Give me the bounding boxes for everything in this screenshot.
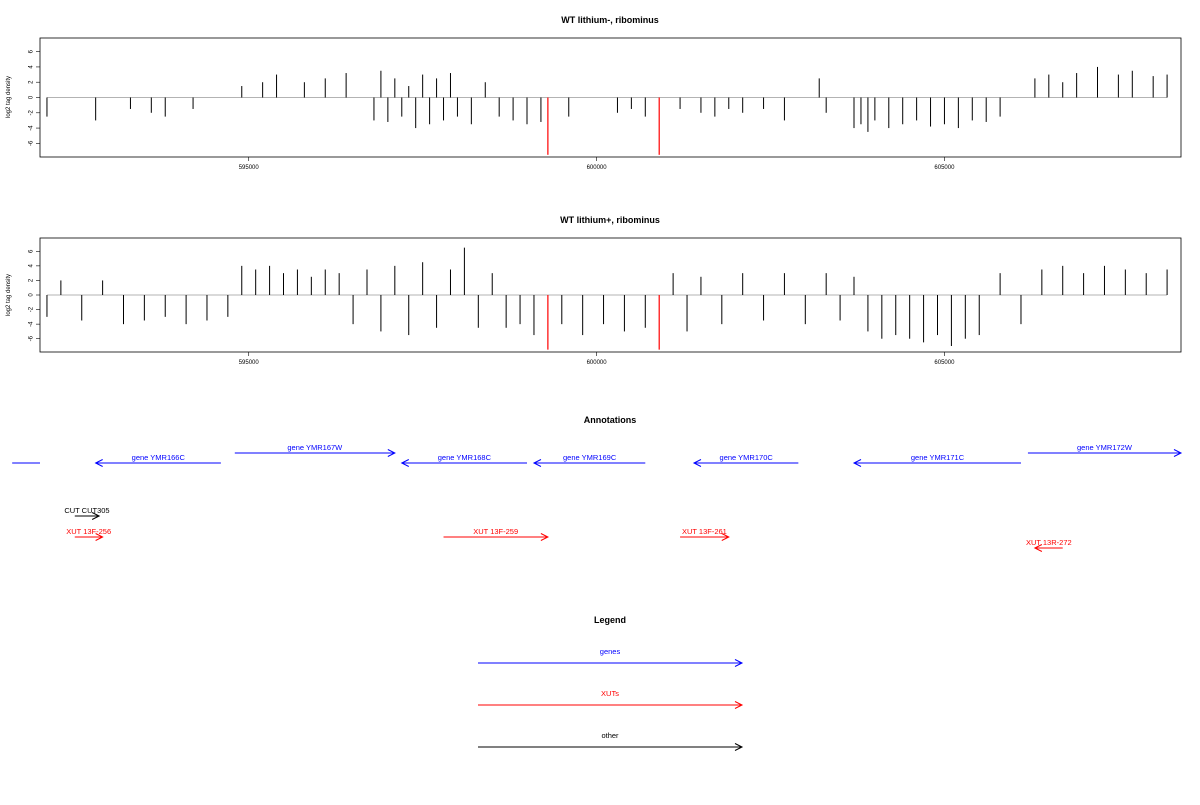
p2-ytick-label: 0 [29, 293, 35, 297]
p2-xtick-label: 595000 [239, 360, 260, 366]
gene-feature-arrowhead [1173, 449, 1183, 457]
panel1-x-axis: 595000 600000 605000 [239, 157, 955, 171]
gene-feature-arrowhead [400, 459, 410, 467]
gene-feature-label: gene YMR171C [911, 453, 965, 462]
gene-feature-arrowhead [852, 459, 862, 467]
panel2-ylabel: log2 tag density [6, 274, 12, 316]
xut-feature-label: XUT 13R-272 [1026, 538, 1072, 547]
p2-ytick-label: -4 [29, 321, 35, 327]
panel2-x-axis: 595000 600000 605000 [239, 352, 955, 366]
xut-feature-arrowhead [540, 533, 550, 541]
p2-ytick-label: 4 [29, 264, 35, 268]
panel1-title: WT lithium-, ribominus [561, 15, 659, 25]
p2-xtick-label: 605000 [934, 360, 955, 366]
other-feature-arrowhead [91, 512, 101, 520]
legend-title: Legend [594, 615, 626, 625]
panel1-y-axis: -6 -4 -2 0 2 4 6 [29, 49, 40, 146]
gene-feature-label: gene YMR168C [438, 453, 492, 462]
panel-lithium-minus: WT lithium-, ribominus log2 tag density … [6, 15, 1182, 171]
gene-feature-label: gene YMR172W [1077, 443, 1133, 452]
legend: Legend genes XUTs other [478, 615, 744, 751]
p2-ytick-label: 2 [29, 278, 35, 282]
gene-feature-arrowhead [94, 459, 103, 467]
p2-ytick-label: 6 [29, 249, 35, 253]
p1-ytick-label: 2 [29, 80, 35, 84]
xut-feature-arrowhead [721, 533, 730, 541]
other-feature-label: CUT CUT305 [64, 506, 109, 515]
legend-arrowhead [734, 743, 744, 751]
legend-items: genes XUTs other [478, 647, 744, 751]
legend-label: XUTs [601, 689, 619, 698]
gene-feature-label: gene YMR166C [132, 453, 186, 462]
panel2-title: WT lithium+, ribominus [560, 215, 660, 225]
xut-feature-arrowhead [1033, 544, 1043, 552]
gene-feature-label: gene YMR169C [563, 453, 617, 462]
panel2-y-axis: -6 -4 -2 0 2 4 6 [29, 249, 40, 341]
annotation-features: gene YMR166C gene YMR167W gene YMR168C gene… [12, 443, 1183, 552]
xut-feature-label: XUT 13F-259 [473, 527, 518, 536]
xut-feature-label: XUT 13F-261 [682, 527, 727, 536]
p1-ytick-label: -2 [29, 109, 35, 115]
annotations-title: Annotations [584, 415, 637, 425]
p1-ytick-label: 0 [29, 95, 35, 99]
p2-ytick-label: -6 [29, 335, 35, 341]
panel1-bars [46, 66, 1168, 155]
gene-feature-arrowhead [387, 449, 396, 457]
p1-xtick-label: 595000 [239, 165, 260, 171]
panel1-ylabel: log2 tag density [6, 76, 12, 118]
panel2-bars [46, 247, 1168, 350]
p1-xtick-label: 605000 [934, 165, 955, 171]
legend-arrowhead [734, 701, 744, 709]
p1-xtick-label: 600000 [587, 165, 608, 171]
gene-feature-label: gene YMR167W [287, 443, 343, 452]
panel-lithium-plus: WT lithium+, ribominus log2 tag density … [6, 215, 1182, 366]
p1-ytick-label: -6 [29, 140, 35, 146]
legend-arrowhead [734, 659, 744, 667]
gene-feature-arrowhead [692, 459, 702, 467]
legend-label: other [601, 731, 619, 740]
p1-ytick-label: 4 [29, 65, 35, 69]
xut-feature-arrowhead [95, 533, 104, 541]
xut-feature-label: XUT 13F-256 [66, 527, 111, 536]
p2-xtick-label: 600000 [587, 360, 608, 366]
gene-feature-label: gene YMR170C [720, 453, 774, 462]
legend-label: genes [600, 647, 621, 656]
p1-ytick-label: 6 [29, 49, 35, 53]
gene-feature-arrowhead [532, 459, 542, 467]
p1-ytick-label: -4 [29, 125, 35, 131]
p2-ytick-label: -2 [29, 306, 35, 312]
